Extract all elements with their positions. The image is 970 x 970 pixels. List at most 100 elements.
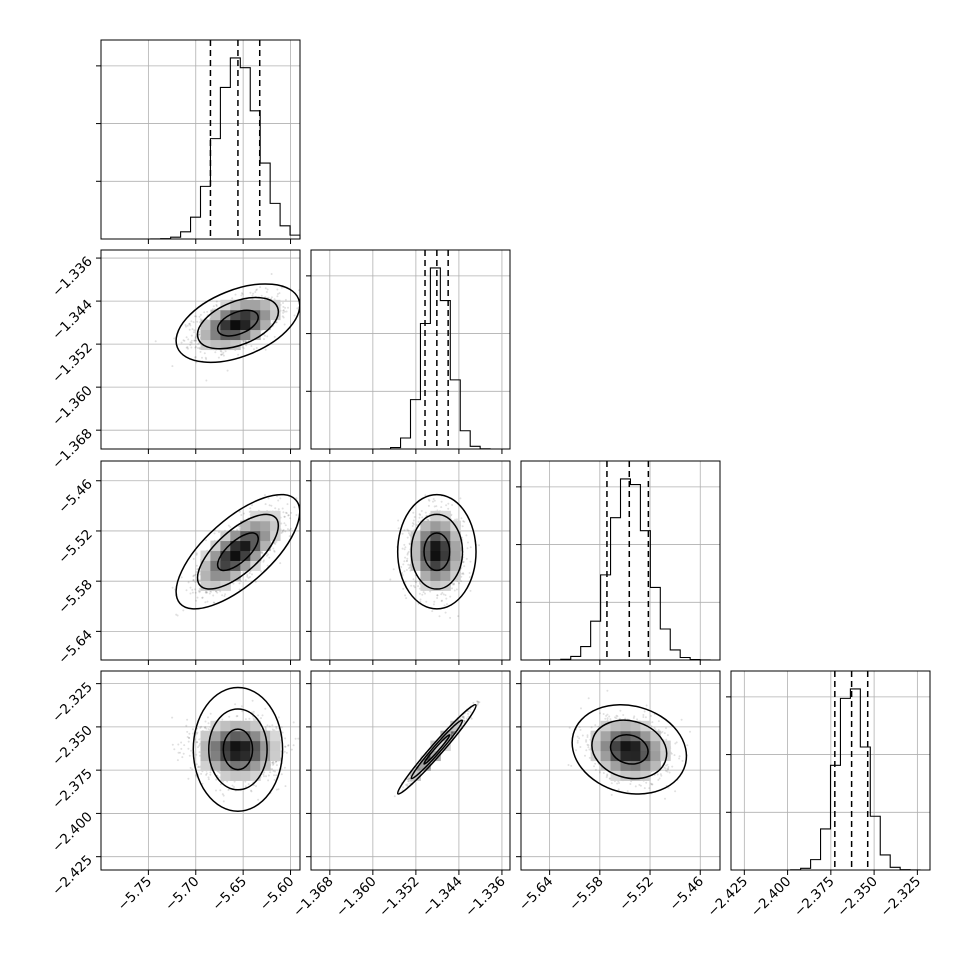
scatter-point — [204, 720, 207, 723]
scatter-point — [265, 291, 268, 293]
density-cell — [230, 530, 241, 542]
scatter-point — [238, 588, 241, 591]
scatter-point — [204, 726, 207, 729]
scatter-point — [192, 579, 195, 582]
scatter-point — [198, 588, 201, 590]
scatter-point — [189, 586, 192, 589]
scatter-point — [282, 309, 285, 312]
scatter-point — [215, 590, 218, 593]
scatter-point — [198, 315, 201, 318]
scatter-point — [457, 615, 460, 618]
scatter-point — [405, 560, 408, 563]
scatter-point — [462, 561, 465, 564]
scatter-point — [276, 293, 279, 295]
scatter-point — [201, 356, 203, 359]
scatter-point — [427, 518, 430, 521]
scatter-point — [284, 524, 287, 527]
density-cell — [420, 560, 431, 571]
scatter-point — [419, 600, 422, 603]
density-panel-1-0: −1.368−1.360−1.352−1.344−1.336 — [49, 249, 301, 473]
scatter-point — [440, 600, 443, 602]
y-tick-label: −1.352 — [49, 340, 96, 387]
y-tick-label: −1.368 — [49, 426, 96, 473]
scatter-point — [408, 532, 410, 535]
scatter-point — [233, 786, 235, 788]
scatter-point — [209, 773, 212, 776]
scatter-point — [432, 603, 435, 606]
density-cell — [430, 530, 441, 542]
scatter-point — [405, 597, 408, 600]
density-cell — [220, 329, 231, 341]
scatter-point — [205, 773, 208, 776]
scatter-point — [188, 322, 191, 325]
scatter-point — [197, 746, 199, 749]
scatter-point — [280, 726, 283, 729]
scatter-point — [201, 782, 204, 785]
scatter-point — [262, 559, 265, 562]
density-cell — [410, 550, 421, 561]
scatter-point — [462, 560, 465, 563]
scatter-point — [451, 504, 454, 506]
scatter-point — [282, 511, 285, 514]
scatter-point — [406, 553, 409, 556]
scatter-point — [278, 292, 281, 295]
density-cell — [440, 580, 451, 591]
scatter-point — [266, 335, 269, 338]
scatter-point — [189, 324, 192, 327]
density-panel-2-1 — [306, 460, 511, 665]
y-tick-label: −1.360 — [49, 383, 96, 430]
scatter-point — [251, 573, 253, 576]
density-cell — [210, 570, 221, 581]
scatter-point — [210, 590, 212, 593]
scatter-point — [195, 741, 198, 744]
scatter-point — [411, 522, 414, 525]
scatter-point — [224, 350, 227, 353]
scatter-point — [432, 500, 434, 503]
scatter-point — [219, 349, 222, 352]
scatter-point — [194, 581, 197, 584]
scatter-point — [194, 591, 197, 594]
scatter-point — [267, 553, 270, 556]
x-tick-label: −5.75 — [115, 874, 156, 915]
density-cell — [260, 530, 271, 542]
scatter-point — [271, 728, 274, 731]
scatter-point — [241, 293, 244, 296]
scatter-point — [264, 296, 267, 299]
scatter-point — [205, 358, 208, 360]
scatter-point — [287, 306, 289, 309]
scatter-point — [206, 600, 209, 603]
scatter-point — [425, 600, 428, 603]
density-cell — [210, 319, 221, 331]
scatter-point — [406, 528, 409, 531]
density-cell — [200, 580, 211, 591]
scatter-point — [196, 347, 199, 349]
scatter-point — [403, 529, 406, 532]
scatter-point — [275, 321, 278, 324]
scatter-point — [237, 353, 240, 356]
scatter-point — [204, 356, 207, 359]
contour-1-0-1 — [196, 296, 280, 350]
scatter-point — [460, 575, 463, 578]
scatter-point — [206, 310, 209, 313]
scatter-point — [440, 500, 443, 503]
density-cell — [410, 560, 421, 571]
scatter-point — [461, 525, 464, 528]
scatter-point — [440, 593, 443, 596]
density-panel-2-0-content — [171, 493, 300, 617]
scatter-point — [432, 498, 435, 500]
scatter-point — [280, 286, 283, 289]
scatter-point — [282, 316, 285, 319]
scatter-point — [194, 588, 197, 591]
scatter-point — [453, 589, 456, 592]
scatter-point — [401, 572, 404, 574]
scatter-point — [261, 552, 264, 555]
scatter-point — [429, 590, 432, 593]
scatter-point — [441, 599, 443, 602]
scatter-point — [218, 531, 220, 534]
density-cell — [260, 540, 271, 552]
scatter-point — [408, 543, 411, 546]
scatter-point — [284, 745, 287, 748]
scatter-point — [421, 593, 424, 596]
scatter-point — [190, 334, 193, 337]
scatter-point — [284, 306, 287, 309]
